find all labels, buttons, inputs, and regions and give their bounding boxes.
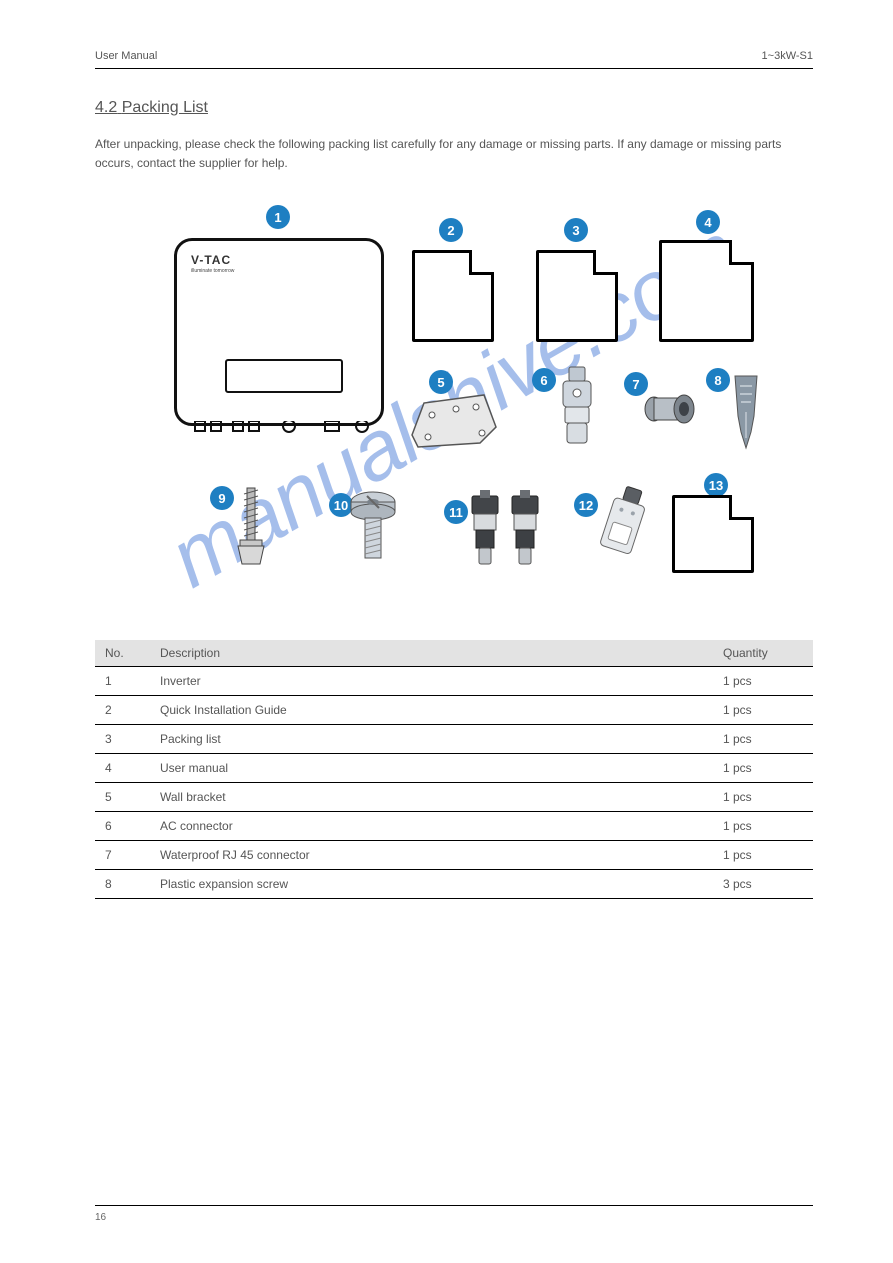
table-cell: 1	[95, 667, 150, 696]
section-number: 4.2	[95, 99, 117, 116]
table-cell: 4	[95, 754, 150, 783]
table-cell: Wall bracket	[150, 783, 713, 812]
table-cell: 3 pcs	[713, 870, 813, 899]
badge-9: 9	[210, 486, 234, 510]
header-rule	[95, 68, 813, 69]
table-cell: 7	[95, 841, 150, 870]
inverter-ports-icon	[177, 421, 387, 435]
col-qty: Quantity	[713, 640, 813, 667]
badge-3: 3	[564, 218, 588, 242]
section-name: Packing List	[122, 99, 208, 116]
table-row: 6AC connector1 pcs	[95, 812, 813, 841]
page-footer: 16	[95, 1205, 813, 1223]
document-icon	[659, 240, 754, 342]
table-cell: 2	[95, 696, 150, 725]
bracket-icon	[404, 385, 504, 453]
pv-connector-icon	[464, 490, 552, 570]
inverter-tagline: illuminate tomorrow	[191, 268, 234, 274]
manual-label: User Manual	[95, 50, 157, 62]
table-row: 8Plastic expansion screw3 pcs	[95, 870, 813, 899]
table-cell: 5	[95, 783, 150, 812]
gland-icon	[644, 390, 700, 428]
page-header: User Manual 1~3kW-S1	[95, 50, 813, 62]
table-row: 2Quick Installation Guide1 pcs	[95, 696, 813, 725]
footer-rule	[95, 1205, 813, 1206]
inverter-icon: V-TAC illuminate tomorrow	[174, 238, 384, 426]
badge-2: 2	[439, 218, 463, 242]
col-no: No.	[95, 640, 150, 667]
table-cell: 1 pcs	[713, 841, 813, 870]
table-cell: Packing list	[150, 725, 713, 754]
table-cell: 1 pcs	[713, 754, 813, 783]
badge-13: 13	[704, 473, 728, 497]
table-cell: 3	[95, 725, 150, 754]
badge-6: 6	[532, 368, 556, 392]
table-cell: 1 pcs	[713, 667, 813, 696]
table-row: 4User manual1 pcs	[95, 754, 813, 783]
table-cell: Waterproof RJ 45 connector	[150, 841, 713, 870]
inverter-display	[225, 359, 343, 393]
document-icon	[536, 250, 618, 342]
badge-4: 4	[696, 210, 720, 234]
table-row: 7Waterproof RJ 45 connector1 pcs	[95, 841, 813, 870]
ac-connector-icon	[554, 365, 600, 447]
col-desc: Description	[150, 640, 713, 667]
badge-12: 12	[574, 493, 598, 517]
table-cell: 1 pcs	[713, 696, 813, 725]
table-row: 1Inverter1 pcs	[95, 667, 813, 696]
screw-icon	[234, 486, 268, 570]
table-header-row: No. Description Quantity	[95, 640, 813, 667]
badge-1: 1	[266, 205, 290, 229]
table-cell: 8	[95, 870, 150, 899]
parts-table: No. Description Quantity 1Inverter1 pcs2…	[95, 640, 813, 899]
table-cell: Plastic expansion screw	[150, 870, 713, 899]
table-cell: 1 pcs	[713, 725, 813, 754]
table-cell: 6	[95, 812, 150, 841]
table-row: 5Wall bracket1 pcs	[95, 783, 813, 812]
document-icon	[672, 495, 754, 573]
table-cell: 1 pcs	[713, 783, 813, 812]
anchor-icon	[729, 372, 763, 450]
table-cell: AC connector	[150, 812, 713, 841]
series-label: 1~3kW-S1	[762, 50, 813, 62]
bolt-icon	[344, 490, 402, 570]
wifi-module-icon	[596, 486, 656, 570]
table-cell: Quick Installation Guide	[150, 696, 713, 725]
table-cell: User manual	[150, 754, 713, 783]
document-icon	[412, 250, 494, 342]
page-number: 16	[95, 1212, 813, 1223]
badge-8: 8	[706, 368, 730, 392]
table-row: 3Packing list1 pcs	[95, 725, 813, 754]
section-title: 4.2 Packing List	[95, 99, 813, 117]
table-cell: Inverter	[150, 667, 713, 696]
intro-paragraph: After unpacking, please check the follow…	[95, 135, 813, 172]
table-cell: 1 pcs	[713, 812, 813, 841]
packing-diagram: manualshive.com 1 V-TAC illuminate tomor…	[144, 190, 764, 620]
inverter-brand: V-TAC	[191, 253, 231, 267]
